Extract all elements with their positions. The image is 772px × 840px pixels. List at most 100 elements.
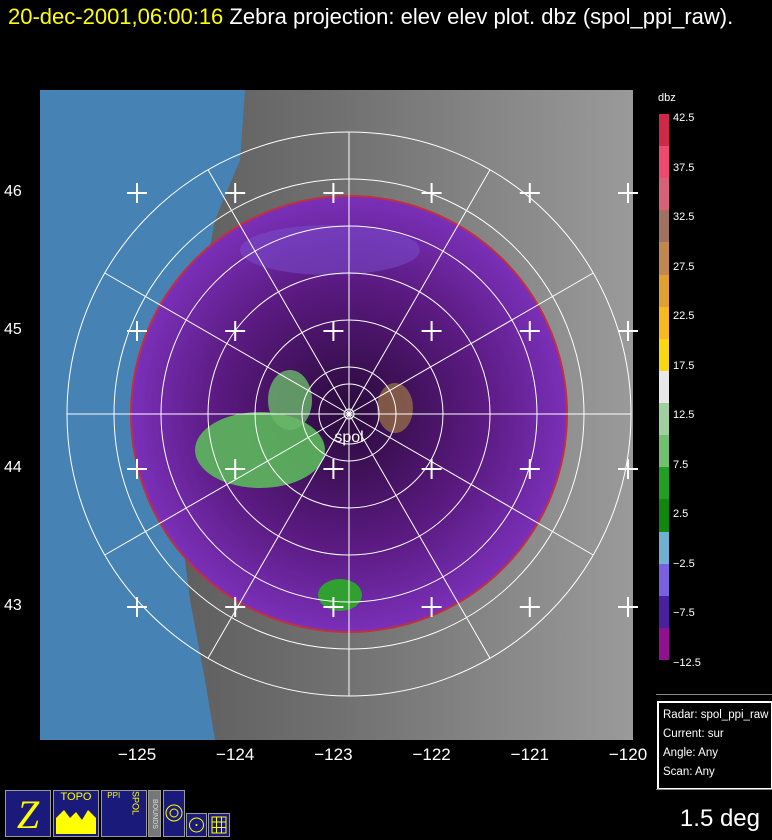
spol-label: SPOL [130,791,141,816]
plot-title: 20-dec-2001,06:00:16 Zebra projection: e… [8,2,768,32]
plot-description: Zebra projection: elev elev plot. dbz (s… [223,4,734,29]
grid-cross [127,321,147,341]
colorbar-label: 37.5 [673,161,695,174]
info-box: Radar: spol_ppi_raw Current: sur Angle: … [657,701,772,790]
colorbar-swatch [659,563,669,597]
topo-label: TOPO [60,791,92,803]
echo-region [377,383,413,433]
divider [656,694,772,695]
info-current: Current: sur [663,728,724,740]
azimuth-line [348,413,594,556]
grid-cross [519,597,540,617]
colorbar-swatch [659,627,669,661]
colorbar-label: 27.5 [673,260,695,273]
elevation-angle: 1.5 deg [679,805,760,832]
spol-ppi-icon[interactable]: PPI SPOL [101,790,147,837]
colorbar-swatch [659,403,669,436]
colorbar-swatch [659,370,669,404]
azimuth-line [104,272,350,415]
colorbar-label: 32.5 [673,211,695,223]
plot-date: 20-dec-2001,06:00:16 [8,4,224,29]
colorbar-label: 42.5 [673,112,695,124]
colorbar-swatch [659,531,669,565]
grid-cross [225,183,246,203]
lon-label: −123 [314,745,353,764]
colorbar-label: 2.5 [673,508,689,520]
colorbar-swatch [659,306,669,340]
echo-region [318,579,362,611]
mountain-icon [56,810,96,834]
colorbar-swatch [659,499,669,533]
azimuth-line [104,413,350,556]
grid-cross [323,183,344,203]
lat-label: 45 [4,321,22,338]
bounds-icon[interactable]: BOUNDS [148,790,161,837]
azimuth-line [207,169,350,415]
colorbar-label: −7.5 [673,607,695,619]
colorbar-label: 7.5 [673,458,689,471]
grid-cross [618,459,638,479]
colorbar-label: 12.5 [673,409,695,421]
colorbar-swatch [659,178,669,211]
colorbar-swatch [659,435,669,468]
lon-label: −120 [608,745,648,764]
colorbar-swatch [659,210,669,243]
info-angle: Angle: Any [663,747,718,759]
zebra-icon[interactable]: Z [5,790,51,837]
topo-icon[interactable]: TOPO [53,790,99,837]
colorbar-label: −12.5 [673,656,701,669]
info-scan: Scan: Any [663,766,715,778]
divider [656,789,772,790]
grid-cross [225,321,246,341]
azimuth-line [348,413,491,659]
grid-cross [225,597,246,617]
info-radar: Radar: spol_ppi_raw [663,709,769,721]
lon-label: −124 [216,745,255,764]
lat-label: 43 [4,597,22,614]
grid-cross [421,183,442,203]
grid-cross [127,183,147,203]
colorbar-swatch [659,595,669,629]
azimuth-line [348,272,594,415]
lon-label: −121 [510,745,549,764]
grid-cross [323,321,344,341]
grid-cross [421,459,442,479]
radar-location-icon[interactable] [186,813,207,837]
grid-cross [519,321,540,341]
grid-cross [421,321,442,341]
radar-label: spol [334,429,363,446]
radar-site-marker [343,408,355,420]
grid-cross [618,597,638,617]
lon-label: −122 [412,745,451,764]
grid-cross [323,597,344,617]
echo-region [268,370,312,430]
lat-label: 44 [4,459,22,476]
colorbar-swatch [659,146,669,179]
colorbar-swatch [659,242,669,276]
grid-cross [225,459,246,479]
range-rings-icon[interactable] [163,790,185,837]
azimuth-line [348,169,491,415]
colorbar-swatch [659,114,669,147]
colorbar-swatch [659,338,669,372]
colorbar-label: 22.5 [673,310,695,322]
colorbar-swatch [659,274,669,308]
grid-cross [618,183,638,203]
grid-cross [323,459,344,479]
grid-cross [421,597,442,617]
grid-icon[interactable] [208,813,230,837]
colorbar-unit: dbz [658,92,676,104]
lon-label: −125 [117,745,157,764]
colorbar-label: 17.5 [673,359,695,372]
azimuth-line [207,413,350,659]
grid-cross [127,597,147,617]
colorbar-swatch [659,467,669,500]
grid-cross [519,183,540,203]
grid-cross [618,321,638,341]
ppi-label: PPI [107,791,121,800]
grid-cross [519,459,540,479]
grid-cross [127,459,147,479]
echo-region [195,412,325,488]
colorbar-label: −2.5 [673,557,695,570]
